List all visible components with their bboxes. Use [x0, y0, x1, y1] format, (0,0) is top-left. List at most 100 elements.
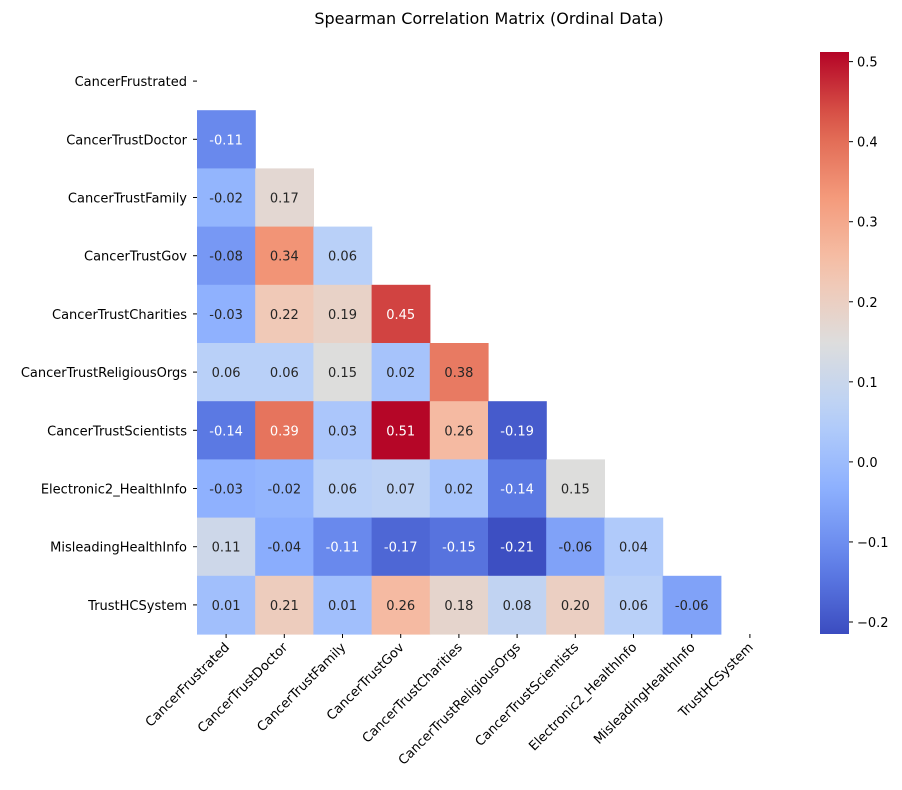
cell-value-label: 0.18: [444, 599, 473, 614]
cell-value-label: 0.15: [328, 366, 357, 381]
x-tick-label: CancerTrustCharities: [360, 640, 466, 746]
cell-value-label: -0.02: [209, 192, 243, 207]
cell-value-label: -0.14: [500, 483, 534, 498]
cell-value-label: 0.03: [328, 424, 357, 439]
cell-annotations: -0.11 -0.02 0.17 -0.08 0.34 0.06 -0.03 0.22 0.19…: [209, 133, 708, 614]
cell-value-label: -0.02: [267, 483, 301, 498]
cell-value-label: -0.06: [675, 599, 709, 614]
heatmap-cells: [197, 110, 722, 635]
cell-value-label: -0.14: [209, 424, 243, 439]
heatmap-cell: [429, 401, 489, 460]
heatmap-cell: [488, 575, 547, 635]
cell-value-label: 0.08: [503, 599, 532, 614]
cell-value-label: 0.06: [328, 483, 357, 498]
y-tick-label: CancerTrustCharities: [52, 308, 187, 323]
y-tick-label: CancerFrustrated: [75, 75, 187, 90]
heatmap-cell: [255, 517, 314, 577]
heatmap-cell: [255, 401, 314, 460]
y-tick-label: CancerTrustGov: [84, 250, 187, 265]
cell-value-label: 0.34: [270, 250, 299, 265]
heatmap-cell: [429, 343, 489, 402]
y-tick-label: Electronic2_HealthInfo: [41, 483, 187, 498]
cell-value-label: -0.08: [209, 250, 243, 265]
cell-value-label: 0.06: [212, 366, 241, 381]
heatmap-cell: [197, 401, 256, 460]
heatmap-cell: [429, 459, 489, 519]
cell-value-label: -0.11: [209, 133, 243, 148]
heatmap-cell: [488, 401, 547, 460]
y-tick-label: TrustHCSystem: [87, 599, 187, 614]
colorbar-tick-label: 0.3: [857, 216, 878, 231]
colorbar-tick-label: 0.2: [857, 296, 878, 311]
cell-value-label: -0.06: [558, 541, 592, 556]
cell-value-label: 0.06: [328, 250, 357, 265]
cell-value-label: -0.15: [442, 541, 476, 556]
heatmap-cell: [429, 517, 489, 577]
cell-value-label: 0.17: [270, 192, 299, 207]
cell-value-label: 0.20: [561, 599, 590, 614]
x-tick-label: CancerTrustReligiousOrgs: [396, 640, 524, 768]
heatmap-cell: [371, 459, 431, 519]
cell-value-label: -0.04: [267, 541, 301, 556]
colorbar-tick-label: 0.4: [857, 136, 878, 151]
colorbar-tick-label: 0.0: [857, 456, 878, 471]
x-tick-label: Electronic2_HealthInfo: [526, 640, 640, 754]
cell-value-label: 0.02: [386, 366, 415, 381]
y-tick-label: CancerTrustScientists: [47, 424, 187, 439]
heatmap-cell: [313, 517, 373, 577]
heatmap-cell: [313, 226, 373, 286]
heatmap-cell: [371, 284, 431, 344]
heatmap-cell: [313, 459, 373, 519]
cell-value-label: -0.21: [500, 541, 534, 556]
x-tick-label: MisleadingHealthInfo: [591, 640, 698, 747]
cell-value-label: 0.19: [328, 308, 357, 323]
cell-value-label: 0.06: [270, 366, 299, 381]
heatmap-cell: [255, 284, 314, 344]
heatmap-cell: [546, 575, 605, 635]
heatmap-cell: [546, 517, 605, 577]
cell-value-label: -0.03: [209, 483, 243, 498]
cell-value-label: 0.15: [561, 483, 590, 498]
heatmap-cell: [604, 575, 664, 635]
heatmap-cell: [313, 343, 373, 402]
x-axis-tick-labels: CancerFrustratedCancerTrustDoctorCancerT…: [143, 634, 757, 768]
x-tick-label: CancerTrustScientists: [473, 640, 583, 750]
heatmap-cell: [662, 575, 722, 635]
colorbar-tick-label: −0.2: [857, 616, 889, 631]
heatmap-cell: [255, 575, 314, 635]
y-tick-label: CancerTrustReligiousOrgs: [21, 366, 187, 381]
cell-value-label: 0.02: [444, 483, 473, 498]
colorbar-tick-label: −0.1: [857, 536, 889, 551]
y-tick-label: MisleadingHealthInfo: [50, 541, 187, 556]
cell-value-label: 0.07: [386, 483, 415, 498]
y-tick-label: CancerTrustFamily: [68, 192, 187, 207]
heatmap-cell: [488, 517, 547, 577]
heatmap-cell: [197, 168, 256, 228]
cell-value-label: 0.06: [619, 599, 648, 614]
cell-value-label: 0.45: [386, 308, 415, 323]
cell-value-label: 0.22: [270, 308, 299, 323]
chart-title: Spearman Correlation Matrix (Ordinal Dat…: [314, 9, 663, 28]
heatmap-cell: [197, 459, 256, 519]
colorbar-tick-label: 0.5: [857, 56, 878, 71]
cell-value-label: 0.26: [386, 599, 415, 614]
cell-value-label: 0.01: [328, 599, 357, 614]
heatmap-cell: [255, 168, 314, 228]
heatmap-cell: [255, 226, 314, 286]
heatmap-cell: [255, 459, 314, 519]
cell-value-label: 0.26: [444, 424, 473, 439]
heatmap-cell: [197, 517, 256, 577]
heatmap-cell: [313, 575, 373, 635]
cell-value-label: -0.17: [384, 541, 418, 556]
cell-value-label: 0.38: [444, 366, 473, 381]
heatmap-cell: [197, 284, 256, 344]
heatmap-cell: [313, 401, 373, 460]
cell-value-label: -0.19: [500, 424, 534, 439]
cell-value-label: 0.39: [270, 424, 299, 439]
colorbar-tick-labels: −0.2 −0.1 0.0 0.1 0.2 0.3 0.4 0.5: [849, 56, 889, 631]
heatmap-cell: [429, 575, 489, 635]
heatmap-cell: [313, 284, 373, 344]
heatmap-cell: [371, 343, 431, 402]
heatmap-cell: [371, 401, 431, 460]
